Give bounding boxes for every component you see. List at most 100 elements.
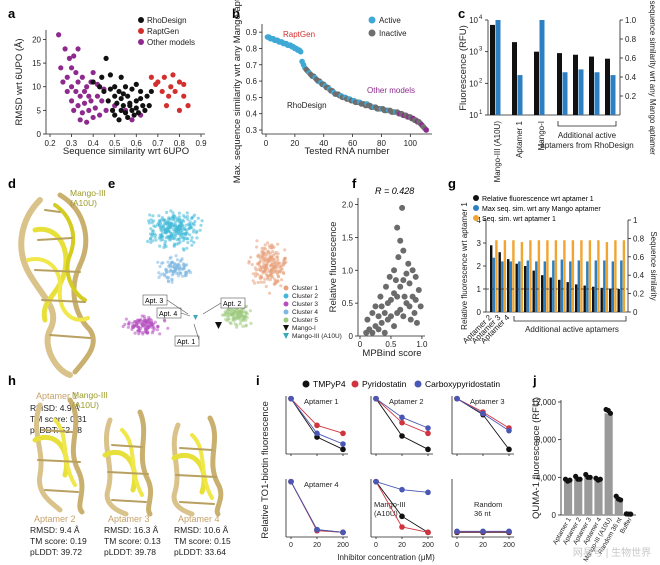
legend-max-seq: Max seq. sim. wrt any Mango aptamer xyxy=(482,206,601,213)
panel-i-point-carboxypyridostatin xyxy=(399,414,405,421)
panel-i-line-tmpyp4 xyxy=(456,398,510,450)
panel-a-scatter: 0.2 0.3 0.4 0.5 0.6 0.7 0.8 0.9 0 5 10 15 20 Sequenc… xyxy=(14,16,207,157)
panel-a-point-raptgen xyxy=(185,103,191,109)
panel-g-bar-max-seq xyxy=(611,261,614,312)
panel-e-point-cluster-2 xyxy=(251,272,255,276)
panel-a-ytick-label: 10 xyxy=(32,83,41,92)
panel-e-legend-dot-cluster-1 xyxy=(283,285,289,291)
h-apt4-title: Aptamer 4 xyxy=(178,514,220,524)
panel-a-point-other-models xyxy=(86,107,92,113)
panel-a-point-raptgen xyxy=(163,103,170,109)
panel-c-bar-similarity xyxy=(495,20,501,115)
aptamer-3-3d-structure xyxy=(102,409,154,517)
panel-e-point-cluster-2 xyxy=(251,279,255,283)
panel-f-point xyxy=(378,319,385,326)
panel-a-point-other-models xyxy=(64,74,70,80)
panel-i-point-carboxypyridostatin xyxy=(288,478,294,485)
panel-g-bar-max-seq xyxy=(560,259,563,312)
legend-other: Other models xyxy=(147,38,195,47)
panel-c-bar-fluorescence xyxy=(534,51,539,115)
panel-e-point-cluster-3 xyxy=(137,329,141,333)
panel-i-xtick-label: 0 xyxy=(374,542,378,549)
legend-dot-other xyxy=(138,39,144,45)
panel-e-point-cluster-2 xyxy=(277,261,282,265)
panel-e-point-cluster-1 xyxy=(181,218,185,222)
annotation-other-models: Other models xyxy=(367,86,415,95)
panel-a-point-rhodesign xyxy=(120,91,126,97)
panel-j-ytick-label: 12,000 xyxy=(532,398,557,407)
panel-g-bar-rel-fluor xyxy=(583,285,586,312)
panel-f-point xyxy=(375,313,382,320)
panel-e-point-cluster-2 xyxy=(263,268,267,272)
panel-e-point-cluster-5 xyxy=(220,313,225,317)
panel-e-point-cluster-1 xyxy=(190,236,194,240)
panel-i-subplot-title: Mango-III xyxy=(374,500,406,509)
panel-a-point-other-models xyxy=(71,53,77,59)
panel-e-point-cluster-1 xyxy=(157,214,161,218)
legend-dot-seq-sim xyxy=(473,215,479,221)
panel-f-point xyxy=(397,237,404,244)
panel-e-point-cluster-4 xyxy=(159,273,163,277)
panel-g-bar-max-seq xyxy=(620,260,623,312)
panel-e-point-cluster-2 xyxy=(259,280,263,284)
panel-f-point xyxy=(381,310,388,316)
panel-i-point-carboxypyridostatin xyxy=(454,528,460,535)
panel-g-bar-max-seq xyxy=(518,261,521,312)
panel-e-point-cluster-3 xyxy=(124,317,128,321)
legend-dot-max-seq xyxy=(473,205,479,211)
panel-e-point-cluster-1 xyxy=(196,216,200,220)
panel-e-point-cluster-5 xyxy=(227,317,231,321)
panel-e-point-cluster-5 xyxy=(237,310,241,315)
panel-i-point-pyridostatin xyxy=(425,529,431,536)
panel-a-point-rhodesign xyxy=(97,84,103,90)
panel-e-legend-label: Mango-I xyxy=(292,325,316,332)
panel-e-point-cluster-2 xyxy=(249,255,253,259)
panel-c-xlabel-aptamer1: Aptamer 1 xyxy=(515,120,524,157)
panel-e-point-cluster-1 xyxy=(185,228,189,232)
panel-g-bar-seq-sim xyxy=(520,242,524,312)
panel-e-point-cluster-3 xyxy=(153,320,157,324)
panel-e-point-cluster-5 xyxy=(245,312,249,316)
panel-i-point-pyridostatin xyxy=(340,430,346,437)
legend-dot-rhodesign xyxy=(138,17,144,23)
panel-label-g: g xyxy=(448,176,456,191)
panel-f-point xyxy=(391,290,398,297)
panel-c-bar-similarity xyxy=(594,72,600,115)
panel-e-point-cluster-1 xyxy=(177,211,181,215)
panel-j-xlabel: Buffer xyxy=(619,516,634,535)
panel-a-point-other-models xyxy=(103,107,109,113)
panel-f-point xyxy=(372,303,379,310)
panel-e-point-cluster-2 xyxy=(266,257,270,261)
panel-i-point-tmpyp4 xyxy=(425,446,431,453)
panel-e-point-cluster-1 xyxy=(182,214,186,218)
panel-g-legend: Relative fluorescence wrt aptamer 1 Max … xyxy=(473,195,601,223)
panel-e-point-cluster-3 xyxy=(133,319,137,324)
panel-e-point-cluster-5 xyxy=(241,324,245,328)
panel-j-bar xyxy=(594,479,603,515)
panel-f-point xyxy=(369,329,376,336)
panel-e-point-cluster-3 xyxy=(137,326,141,330)
panel-i-point-pyridostatin xyxy=(399,524,405,530)
panel-b-ytick-label: 0.7 xyxy=(246,61,258,70)
panel-e-point-cluster-2 xyxy=(283,248,287,252)
panel-i-subplot-title: Aptamer 4 xyxy=(304,480,339,489)
panel-e-point-cluster-5 xyxy=(232,315,236,319)
panel-e-point-cluster-1 xyxy=(174,216,178,220)
panel-j-bar xyxy=(584,476,593,515)
panel-a-point-rhodesign xyxy=(109,107,116,113)
callout-apt4: Apt. 4 xyxy=(159,311,177,318)
panel-b-xtick-label: 100 xyxy=(404,139,418,148)
panel-e-point-cluster-3 xyxy=(158,332,162,336)
panel-e-point-cluster-3 xyxy=(140,314,144,318)
panel-g-bar-rel-fluor xyxy=(515,263,518,312)
annotation-raptgen: RaptGen xyxy=(283,30,315,39)
panel-a-point-raptgen xyxy=(153,81,159,87)
panel-a-point-rhodesign xyxy=(138,88,144,95)
panel-e-point-cluster-2 xyxy=(268,245,272,250)
panel-e-point-cluster-5 xyxy=(235,323,239,327)
callout-apt3: Apt. 3 xyxy=(145,298,163,305)
panel-i-point-carboxypyridostatin xyxy=(288,395,294,402)
legend-rel-fluor: Relative fluorescence wrt aptamer 1 xyxy=(482,196,594,203)
panel-e-point-cluster-2 xyxy=(279,278,284,282)
panel-j-ytick-label: 8,000 xyxy=(536,436,557,445)
